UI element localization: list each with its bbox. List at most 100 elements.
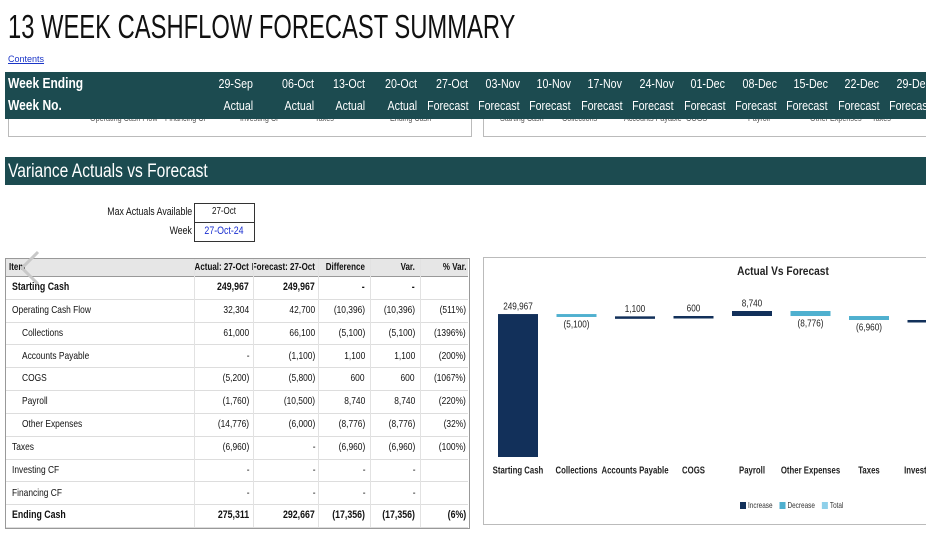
table-cell: 42,700 (289, 303, 315, 316)
bar (498, 314, 538, 457)
week-box (194, 222, 255, 242)
value-label: 249,967 (503, 301, 533, 312)
bar (790, 311, 831, 317)
legend-label: Decrease (788, 500, 815, 510)
week-ending: 27-Oct (436, 75, 469, 91)
table-cell: - (312, 440, 315, 453)
value-label: 1,100 (625, 303, 645, 314)
week-status: Forecast (426, 97, 469, 113)
table-cell: Investing CF (12, 463, 60, 476)
table-row-line (6, 435, 468, 437)
week-status: Actual (387, 97, 417, 113)
table-cell: (10,500) (283, 395, 315, 408)
table-cell: 61,000 (223, 326, 249, 339)
max-actuals-label: Max Actuals Available (107, 205, 192, 218)
legend-swatch (740, 502, 746, 509)
week-ending: 29-Sep (218, 75, 253, 91)
table-header-bg (6, 259, 468, 277)
table-col-line (370, 259, 371, 527)
week-status: Forecast (683, 97, 726, 113)
contents-link[interactable]: Contents (8, 54, 45, 64)
max-actuals-value: 27-Oct (211, 206, 237, 217)
table-cell: - (412, 463, 415, 476)
week-status: Forecast (837, 97, 880, 113)
table-row-line (6, 344, 468, 346)
back-arrow (19, 250, 40, 286)
week-value: 27-Oct-24 (204, 224, 244, 237)
bar (556, 314, 597, 317)
week-status: Forecast (580, 97, 623, 113)
table-cell: Other Expenses (22, 418, 83, 431)
waterfall-chart: Actual Vs Forecast 249,967 Starting Cash (… (483, 257, 926, 525)
table-cell: 32,304 (223, 303, 249, 316)
week-row-label: Week Ending (8, 74, 84, 92)
table-cell: Taxes (12, 440, 34, 453)
table-cell: - (312, 486, 315, 499)
table-cell: (14,776) (217, 418, 249, 431)
week-ending: 06-Oct (282, 75, 314, 91)
week-ending: 20-Oct (384, 75, 417, 91)
table-cell: (6,000) (288, 418, 315, 431)
table-cell: (17,356) (332, 509, 365, 522)
table-cell: (17,356) (382, 509, 415, 522)
week-ending: 29-Dec (896, 75, 926, 91)
value-label: 8,740 (742, 298, 762, 309)
table-col-line (194, 259, 195, 527)
bar (673, 315, 714, 319)
category-label: Taxes (858, 465, 880, 476)
table-cell: (100%) (438, 440, 466, 453)
table-cell: (8,776) (388, 418, 415, 431)
table-cell: 249,967 (283, 280, 315, 293)
category-label: Other Expenses (781, 465, 840, 476)
bar (615, 316, 655, 319)
bar (732, 311, 772, 316)
table-cell: (10,396) (383, 303, 415, 316)
table-cell: (1067%) (434, 372, 466, 385)
category-label: Payroll (739, 465, 765, 476)
week-status: Actual (335, 97, 366, 113)
bar (849, 316, 889, 320)
week-status: Forecast (889, 97, 926, 113)
table-cell: (10,396) (333, 303, 365, 316)
week-ending: 15-Dec (793, 75, 828, 91)
table-col-line (253, 259, 254, 527)
week-ending: 22-Dec (845, 75, 880, 91)
table-cell: (220%) (438, 395, 466, 408)
table-cell: 8,740 (343, 395, 365, 408)
week-status: Actual (284, 97, 314, 113)
table-cell: 1,100 (393, 349, 415, 362)
table-col-line (420, 259, 421, 527)
table-row-line (6, 298, 468, 300)
table-header: % Var. (442, 262, 466, 273)
table-cell: - (362, 280, 365, 293)
bar (907, 319, 926, 323)
category-label: COGS (682, 465, 705, 476)
category-label: Investing CF (904, 465, 926, 476)
table-cell: 600 (350, 372, 365, 385)
table-cell: 249,967 (217, 280, 249, 293)
table-cell: (5,100) (388, 326, 415, 339)
table-cell: (6,960) (222, 440, 249, 453)
table-cell: Financing CF (12, 486, 62, 499)
week-ending: 03-Nov (485, 75, 520, 91)
week-ending: 08-Dec (742, 75, 777, 91)
week-status: Forecast (529, 97, 571, 113)
table-col-line (318, 259, 319, 527)
week-ending: 17-Nov (588, 75, 623, 91)
table-cell: (32%) (443, 418, 466, 431)
week-ending: 10-Nov (536, 75, 571, 91)
table-cell: (5,100) (338, 326, 365, 339)
legend-label: Increase (748, 500, 773, 510)
table-cell: COGS (22, 372, 47, 385)
category-label: Starting Cash (493, 465, 544, 476)
table-cell: 8,740 (393, 395, 415, 408)
table-cell: Ending Cash (12, 509, 66, 522)
section-title: Variance Actuals vs Forecast (8, 161, 208, 182)
table-frame (5, 258, 470, 529)
value-label: (5,100) (564, 319, 590, 330)
table-header: Var. (400, 262, 415, 273)
table-cell: - (246, 463, 249, 476)
table-cell: - (412, 486, 415, 499)
week-ending: 24-Nov (639, 75, 674, 91)
table-header: Forecast: 27-Oct (251, 262, 315, 273)
